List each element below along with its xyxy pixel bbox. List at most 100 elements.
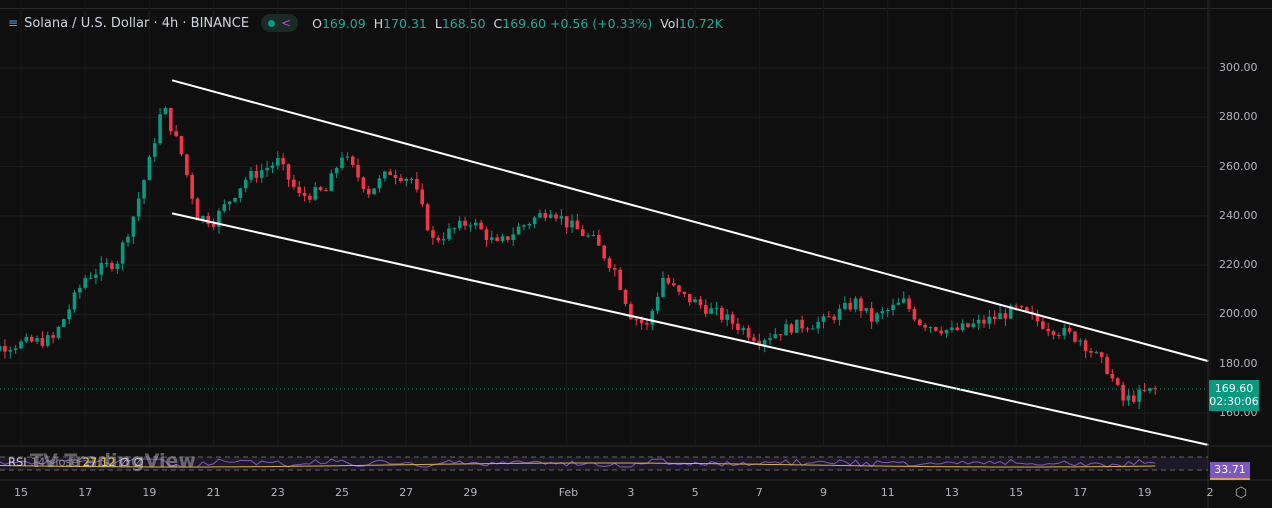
candle-body: [366, 188, 371, 195]
candle-body: [634, 319, 639, 321]
candle-body: [1008, 305, 1013, 319]
candle-body: [1067, 327, 1072, 332]
candle-body: [383, 171, 387, 179]
candle-body: [992, 316, 997, 319]
last-price-value: 169.60: [1214, 382, 1254, 395]
candle-body: [564, 216, 569, 228]
candle-body: [811, 328, 815, 330]
candle-body: [629, 304, 633, 320]
candle-body: [29, 336, 34, 342]
candle-body: [238, 188, 243, 198]
candle-body: [907, 298, 911, 310]
candle-body: [773, 334, 778, 339]
candle-body: [24, 336, 29, 342]
bar-countdown: 02:30:06: [1209, 395, 1259, 408]
candle-body: [399, 177, 403, 182]
candle-body: [623, 289, 628, 305]
candle-body: [495, 237, 499, 241]
candle-body: [1035, 313, 1040, 322]
candle-body: [939, 330, 943, 334]
candle-body: [559, 216, 564, 219]
time-tick: 11: [880, 486, 895, 499]
candle-body: [185, 154, 189, 175]
candle-body: [356, 164, 360, 178]
rsi-legend[interactable]: RSI 14 close 27.12 ∅ ∅: [8, 455, 144, 469]
candle-body: [869, 308, 874, 322]
time-tick: 3: [627, 486, 635, 499]
candle-body: [1046, 328, 1050, 332]
candle-body: [1132, 395, 1136, 402]
candle-body: [83, 278, 87, 288]
candle-body: [222, 204, 227, 211]
settings-icon[interactable]: ⬡: [1234, 485, 1248, 501]
rsi-band-value: ∅: [133, 455, 144, 469]
time-tick: 15: [1009, 486, 1024, 499]
candle-body: [211, 223, 216, 227]
time-tick: Feb: [558, 486, 579, 499]
candle-body: [730, 314, 735, 324]
candle-body: [404, 178, 408, 182]
candle-body: [206, 215, 211, 224]
candle-body: [8, 349, 13, 352]
candle-body: [1115, 378, 1120, 385]
symbol-title[interactable]: Solana / U.S. Dollar · 4h · BINANCE: [24, 15, 250, 31]
candle-body: [479, 222, 483, 230]
candle-body: [329, 173, 334, 191]
candle-body: [372, 188, 376, 195]
candle-body: [190, 174, 194, 199]
candle-body: [318, 187, 323, 191]
candle-body: [334, 167, 339, 174]
candle-body: [169, 107, 173, 132]
candle-body: [179, 136, 184, 155]
candle-body: [297, 186, 301, 194]
open-value: 169.09: [321, 15, 366, 31]
candle-body: [613, 268, 617, 270]
share-icon: <: [281, 16, 292, 30]
time-tick: 19: [1137, 486, 1152, 499]
low-value: 168.50: [441, 15, 486, 31]
time-tick: 15: [14, 486, 28, 499]
candle-body: [115, 263, 120, 269]
price-tick: 200.00: [1219, 307, 1258, 321]
candle-body: [409, 178, 414, 180]
last-price-tag: 169.60 02:30:06: [1209, 380, 1259, 411]
candle-body: [671, 283, 676, 286]
candle-body: [698, 299, 703, 306]
market-status-badge[interactable]: <: [261, 14, 299, 32]
time-tick: 2: [1206, 486, 1214, 499]
candle-body: [923, 324, 927, 328]
candle-body: [548, 214, 553, 218]
candle-body: [308, 195, 312, 200]
candle-body: [201, 215, 205, 221]
candle-body: [575, 220, 580, 230]
rsi-ma-line: [0, 462, 1156, 468]
candle-body: [687, 294, 692, 303]
candle-body: [693, 299, 697, 303]
trendline: [171, 212, 1209, 447]
candle-body: [1105, 356, 1109, 374]
candle-body: [233, 197, 237, 202]
candle-body: [998, 313, 1002, 319]
candle-body: [1126, 395, 1131, 401]
candle-body: [736, 323, 740, 330]
candle-body: [425, 204, 430, 231]
candle-body: [666, 277, 671, 284]
candle-body: [72, 292, 77, 310]
price-tick: 240.00: [1219, 208, 1258, 222]
candle-body: [1057, 334, 1061, 336]
candle-body: [361, 177, 366, 189]
time-tick: 29: [463, 486, 478, 499]
watermark-text: TradingView: [64, 450, 196, 472]
menu-icon[interactable]: ≡: [8, 16, 19, 30]
time-tick: 7: [755, 486, 763, 499]
candle-body: [490, 237, 494, 240]
candle-body: [821, 316, 826, 322]
close-value: 169.60: [502, 15, 547, 31]
candle-body: [645, 323, 649, 325]
candle-body: [163, 107, 168, 115]
trendlines: [171, 79, 1209, 447]
candle-body: [848, 302, 853, 310]
candles: [0, 106, 1157, 410]
candle-body: [259, 170, 264, 178]
